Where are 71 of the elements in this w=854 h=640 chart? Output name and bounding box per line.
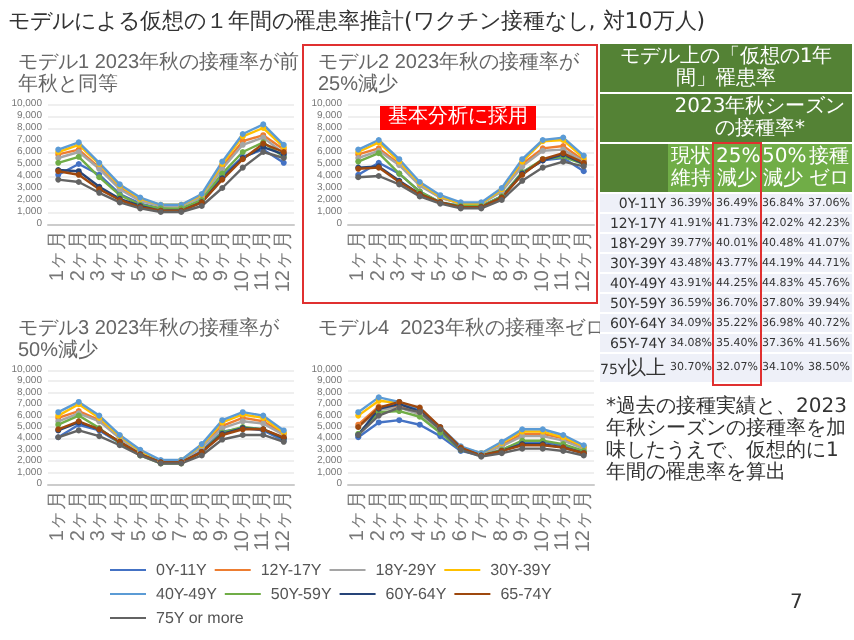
legend-label: 0Y-11Y bbox=[156, 561, 209, 579]
series-label: 接種ゼロ bbox=[806, 143, 853, 193]
x-tick-label: 10ヶ月 bbox=[531, 230, 554, 293]
legend-label: 65-74Y bbox=[500, 585, 554, 603]
chart-subtitle: モデル4 2023年秋の接種率ゼロ bbox=[318, 316, 605, 340]
text: モデル上の「仮想の1年間」罹患率 bbox=[600, 44, 853, 93]
x-tick-label: 4ヶ月 bbox=[408, 230, 431, 282]
x-tick-label: 3ヶ月 bbox=[388, 490, 411, 542]
x-tick-label: 11ヶ月 bbox=[252, 490, 275, 551]
x-tick-label: 1ヶ月 bbox=[347, 230, 370, 282]
x-tick-label: 10ヶ月 bbox=[531, 490, 554, 553]
x-tick-label: 4ヶ月 bbox=[108, 230, 131, 282]
legend-label: 60Y-64Y bbox=[385, 585, 448, 603]
x-tick-label: 1ヶ月 bbox=[347, 490, 370, 542]
x-tick-label: 12ヶ月 bbox=[572, 230, 595, 293]
x-tick-label: 7ヶ月 bbox=[470, 230, 493, 282]
x-tick-label: 12ヶ月 bbox=[272, 230, 295, 293]
x-tick-label: 8ヶ月 bbox=[190, 490, 213, 542]
x-tick-label: 9ヶ月 bbox=[211, 490, 234, 542]
x-tick-label: 5ヶ月 bbox=[129, 230, 152, 282]
text: 2023年秋シーズンの接種率* bbox=[668, 93, 853, 143]
series-label: 50%減少 bbox=[760, 143, 807, 193]
x-tick-label: 5ヶ月 bbox=[429, 490, 452, 542]
legend-label: 18Y-29Y bbox=[375, 561, 438, 579]
x-tick-label: 8ヶ月 bbox=[490, 490, 513, 542]
x-tick-label: 2ヶ月 bbox=[367, 490, 390, 542]
x-tick-label: 8ヶ月 bbox=[190, 230, 213, 282]
x-tick-label: 3ヶ月 bbox=[388, 230, 411, 282]
series-label: 25%減少 bbox=[714, 143, 761, 193]
legend-label: 75Y or more bbox=[156, 609, 245, 627]
x-tick-label: 6ヶ月 bbox=[449, 490, 472, 542]
x-tick-label: 2ヶ月 bbox=[367, 230, 390, 282]
annotation: 基本分析に採用 bbox=[380, 106, 536, 130]
x-tick-label: 7ヶ月 bbox=[170, 230, 193, 282]
chart-subtitle: モデル2 2023年秋の接種率が25%減少 bbox=[318, 50, 582, 96]
x-tick-label: 3ヶ月 bbox=[88, 490, 111, 542]
x-tick-label: 5ヶ月 bbox=[129, 490, 152, 542]
text: *過去の接種実績と、2023年秋シーズンの接種率を加味したうえで、仮想的に1年間の罹患率を算出 bbox=[606, 396, 849, 484]
x-tick-label: 5ヶ月 bbox=[429, 230, 452, 282]
legend-label: 40Y-49Y bbox=[156, 585, 219, 603]
x-tick-label: 6ヶ月 bbox=[149, 490, 172, 542]
x-tick-label: 9ヶ月 bbox=[511, 490, 534, 542]
x-tick-label: 3ヶ月 bbox=[88, 230, 111, 282]
legend-label: 30Y-39Y bbox=[490, 561, 553, 579]
x-tick-label: 6ヶ月 bbox=[449, 230, 472, 282]
x-tick-label: 7ヶ月 bbox=[470, 490, 493, 542]
x-tick-label: 11ヶ月 bbox=[552, 230, 575, 291]
x-tick-label: 12ヶ月 bbox=[572, 490, 595, 553]
text: モデルによる仮想の１年間の罹患率推計(ワクチン接種なし, 対10万人) bbox=[8, 6, 706, 36]
x-tick-label: 8ヶ月 bbox=[490, 230, 513, 282]
x-tick-label: 1ヶ月 bbox=[47, 490, 70, 542]
x-tick-label: 2ヶ月 bbox=[67, 490, 90, 542]
x-tick-label: 9ヶ月 bbox=[211, 230, 234, 282]
x-tick-label: 11ヶ月 bbox=[252, 230, 275, 291]
chart-subtitle: モデル3 2023年秋の接種率が50%減少 bbox=[18, 316, 282, 362]
x-tick-label: 4ヶ月 bbox=[408, 490, 431, 542]
x-tick-label: 10ヶ月 bbox=[231, 490, 254, 553]
chart-subtitle: モデル1 2023年秋の接種率が前年秋と同等 bbox=[18, 50, 300, 96]
x-tick-label: 10ヶ月 bbox=[231, 230, 254, 293]
x-tick-label: 7ヶ月 bbox=[170, 490, 193, 542]
legend-label: 12Y-17Y bbox=[260, 561, 323, 579]
x-tick-label: 2ヶ月 bbox=[67, 230, 90, 282]
x-tick-label: 1ヶ月 bbox=[47, 230, 70, 282]
text: 7 bbox=[790, 592, 803, 614]
legend-label: 50Y-59Y bbox=[270, 585, 333, 603]
x-tick-label: 11ヶ月 bbox=[552, 490, 575, 551]
x-tick-label: 4ヶ月 bbox=[108, 490, 131, 542]
x-tick-label: 12ヶ月 bbox=[272, 490, 295, 553]
series-label: 現状維持 bbox=[668, 143, 714, 193]
x-tick-label: 9ヶ月 bbox=[511, 230, 534, 282]
x-tick-label: 6ヶ月 bbox=[149, 230, 172, 282]
